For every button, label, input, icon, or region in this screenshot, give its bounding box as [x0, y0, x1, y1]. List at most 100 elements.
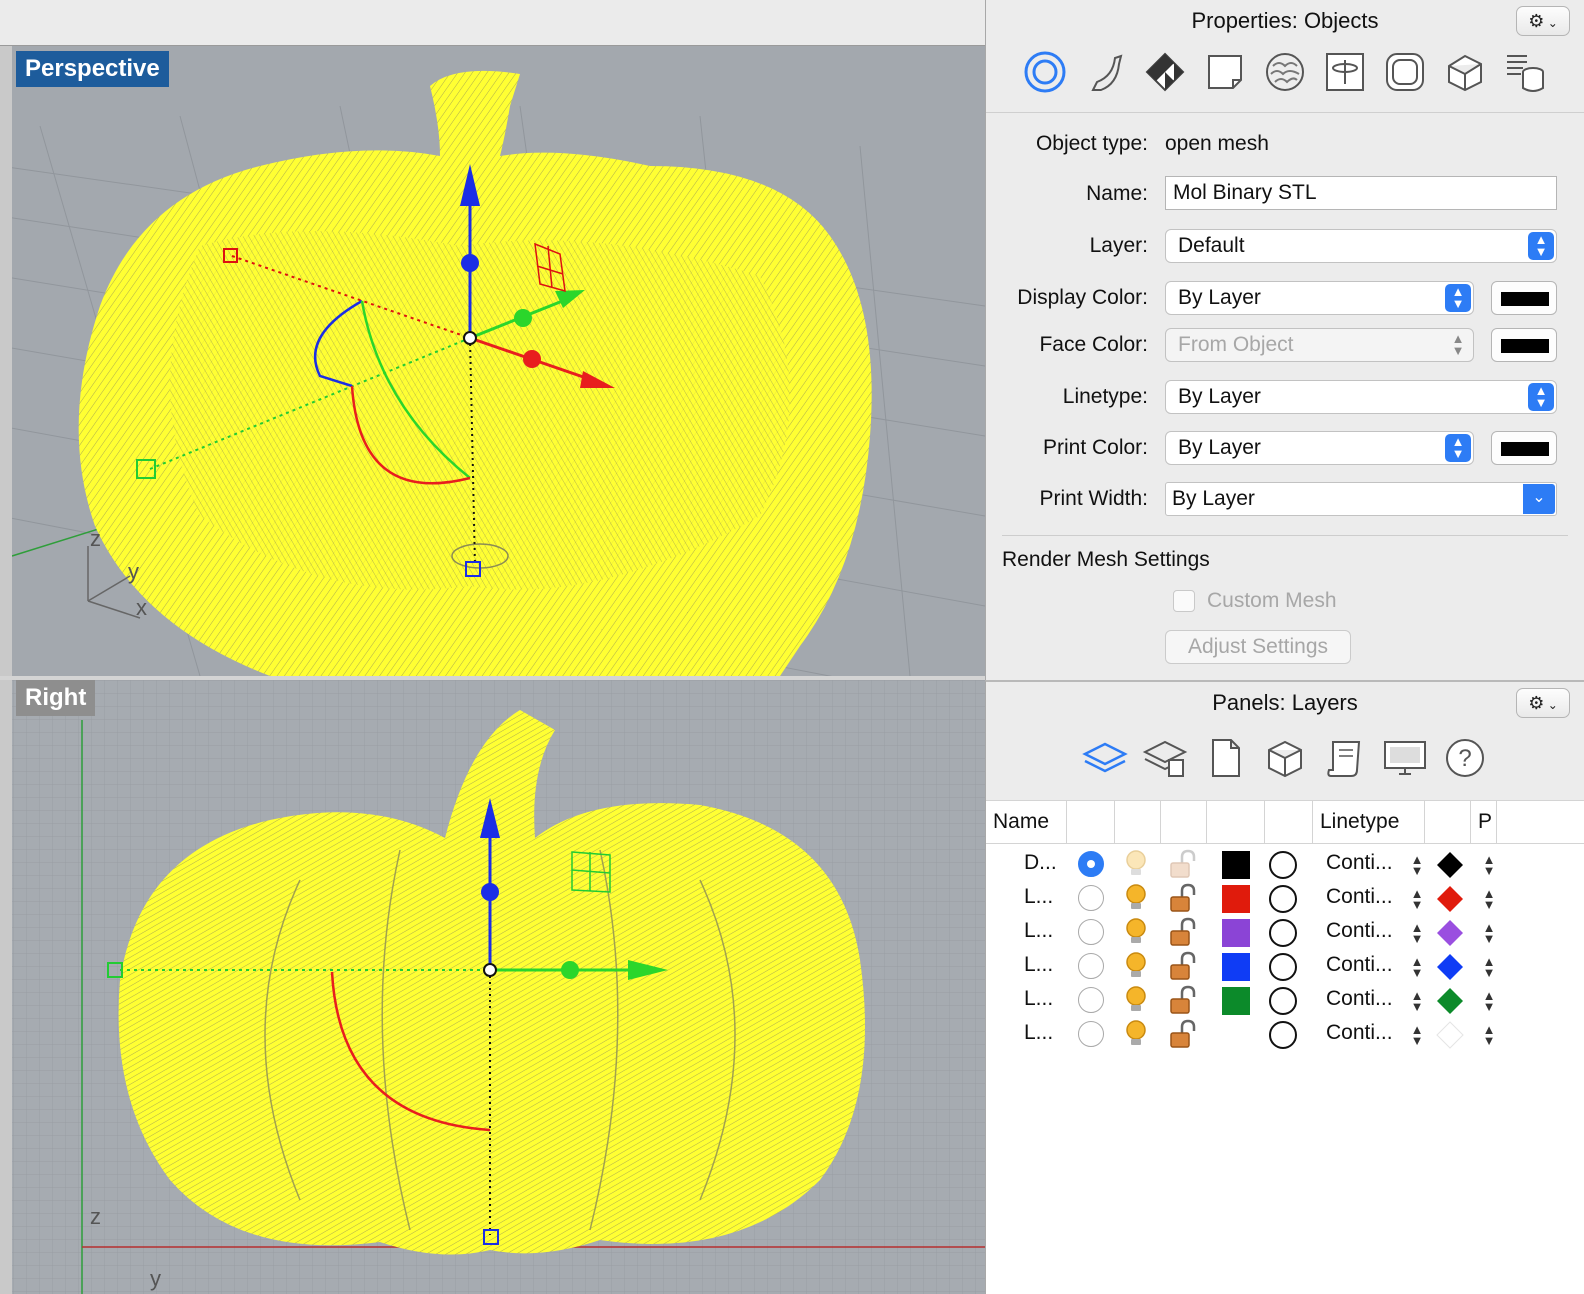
- column-header-color[interactable]: [1207, 801, 1265, 843]
- column-header-linetype[interactable]: Linetype: [1313, 801, 1425, 843]
- column-header-lock[interactable]: [1161, 801, 1207, 843]
- lock-icon[interactable]: [1168, 1019, 1196, 1049]
- perspective-viewport[interactable]: z y x Perspective: [0, 46, 985, 676]
- stepper-icon[interactable]: ▲ ▼: [1410, 920, 1424, 946]
- layer-name[interactable]: L...: [1024, 919, 1054, 942]
- layer-color-swatch[interactable]: [1222, 953, 1250, 981]
- lock-icon[interactable]: [1168, 883, 1196, 913]
- object-icon[interactable]: [1015, 44, 1075, 100]
- right-viewport-label[interactable]: Right: [16, 680, 96, 716]
- material-circle-icon[interactable]: [1269, 953, 1297, 981]
- layer-name[interactable]: L...: [1024, 987, 1054, 1010]
- perspective-canvas[interactable]: z y x: [0, 46, 985, 676]
- layer-name[interactable]: D...: [1024, 851, 1057, 874]
- lightbulb-icon[interactable]: [1122, 985, 1150, 1015]
- table-row[interactable]: D... Conti... ▲ ▼ ▲ ▼: [986, 848, 1584, 882]
- table-row[interactable]: L... Conti... ▲ ▼ ▲ ▼: [986, 950, 1584, 984]
- solid-icon[interactable]: [1435, 44, 1495, 100]
- layer-linetype[interactable]: Conti...: [1326, 1021, 1393, 1044]
- column-header-visible[interactable]: [1115, 801, 1161, 843]
- print-color-diamond-icon[interactable]: [1436, 987, 1464, 1015]
- stepper-icon[interactable]: ▲ ▼: [1482, 1022, 1496, 1048]
- layer-linetype[interactable]: Conti...: [1326, 987, 1393, 1010]
- adjust-settings-button[interactable]: Adjust Settings: [1165, 630, 1351, 664]
- column-header-print[interactable]: P: [1471, 801, 1497, 843]
- lock-icon[interactable]: [1168, 951, 1196, 981]
- right-canvas[interactable]: z y: [0, 680, 985, 1294]
- pumpkin-mesh-side[interactable]: [118, 710, 866, 1255]
- stepper-icon[interactable]: ▲ ▼: [1482, 954, 1496, 980]
- display-color-swatch[interactable]: [1491, 281, 1557, 315]
- print-color-diamond-icon[interactable]: [1436, 1021, 1464, 1049]
- stepper-icon[interactable]: ▲ ▼: [1410, 1022, 1424, 1048]
- scroll-icon[interactable]: [1315, 730, 1375, 786]
- lightbulb-icon[interactable]: [1122, 951, 1150, 981]
- print-width-combobox[interactable]: By Layer ⌄: [1165, 482, 1557, 516]
- lightbulb-icon[interactable]: [1122, 883, 1150, 913]
- layer-linetype[interactable]: Conti...: [1326, 885, 1393, 908]
- stepper-icon[interactable]: ▲ ▼: [1482, 920, 1496, 946]
- layer-states-icon[interactable]: [1135, 730, 1195, 786]
- layers-icon[interactable]: [1075, 730, 1135, 786]
- display-color-select[interactable]: By Layer ▲ ▼: [1165, 281, 1474, 315]
- print-color-diamond-icon[interactable]: [1436, 919, 1464, 947]
- stepper-icon[interactable]: ▲ ▼: [1482, 988, 1496, 1014]
- stepper-icon[interactable]: ▲ ▼: [1410, 988, 1424, 1014]
- layer-color-swatch[interactable]: [1222, 987, 1250, 1015]
- stepper-icon[interactable]: ▲ ▼: [1482, 852, 1496, 878]
- lock-icon[interactable]: [1168, 985, 1196, 1015]
- layers-gear-button[interactable]: ⚙ ⌄: [1516, 688, 1570, 718]
- linetype-select[interactable]: By Layer ▲ ▼: [1165, 380, 1557, 414]
- current-layer-radio[interactable]: [1078, 953, 1104, 979]
- layer-color-swatch[interactable]: [1222, 851, 1250, 879]
- stepper-icon[interactable]: ▲ ▼: [1482, 886, 1496, 912]
- properties-gear-button[interactable]: ⚙ ⌄: [1516, 6, 1570, 36]
- page-icon[interactable]: [1195, 44, 1255, 100]
- lock-icon[interactable]: [1168, 849, 1196, 879]
- gumball-widget[interactable]: [136, 164, 615, 577]
- layer-select[interactable]: Default ▲ ▼: [1165, 229, 1557, 263]
- column-header-current[interactable]: [1067, 801, 1115, 843]
- viewport-splitter[interactable]: [0, 676, 985, 680]
- lightbulb-icon[interactable]: [1122, 849, 1150, 879]
- layer-color-swatch[interactable]: [1222, 1021, 1250, 1049]
- gumball-widget-side[interactable]: [107, 798, 668, 1245]
- layer-linetype[interactable]: Conti...: [1326, 919, 1393, 942]
- material-circle-icon[interactable]: [1269, 885, 1297, 913]
- print-color-select[interactable]: By Layer ▲ ▼: [1165, 431, 1474, 465]
- pumpkin-mesh[interactable]: [78, 70, 872, 676]
- database-icon[interactable]: [1495, 44, 1555, 100]
- column-header-material[interactable]: [1265, 801, 1313, 843]
- current-layer-radio[interactable]: [1078, 919, 1104, 945]
- table-row[interactable]: L... Conti... ▲ ▼ ▲ ▼: [986, 1018, 1584, 1052]
- lock-icon[interactable]: [1168, 917, 1196, 947]
- column-header-name[interactable]: Name: [986, 801, 1067, 843]
- table-row[interactable]: L... Conti... ▲ ▼ ▲ ▼: [986, 916, 1584, 950]
- layer-color-swatch[interactable]: [1222, 885, 1250, 913]
- current-layer-radio[interactable]: [1078, 1021, 1104, 1047]
- print-color-diamond-icon[interactable]: [1436, 851, 1464, 879]
- material-circle-icon[interactable]: [1269, 1021, 1297, 1049]
- perspective-viewport-label[interactable]: Perspective: [16, 51, 169, 87]
- help-icon[interactable]: ?: [1435, 730, 1495, 786]
- name-field[interactable]: Mol Binary STL: [1165, 176, 1557, 210]
- curve-icon[interactable]: [1075, 44, 1135, 100]
- current-layer-radio[interactable]: [1078, 885, 1104, 911]
- layer-name[interactable]: L...: [1024, 953, 1054, 976]
- print-color-diamond-icon[interactable]: [1436, 953, 1464, 981]
- column-header-print-color[interactable]: [1425, 801, 1471, 843]
- material-circle-icon[interactable]: [1269, 851, 1297, 879]
- stepper-icon[interactable]: ▲ ▼: [1410, 852, 1424, 878]
- stepper-icon[interactable]: ▲ ▼: [1410, 886, 1424, 912]
- material-circle-icon[interactable]: [1269, 987, 1297, 1015]
- table-row[interactable]: L... Conti... ▲ ▼ ▲ ▼: [986, 984, 1584, 1018]
- layer-linetype[interactable]: Conti...: [1326, 953, 1393, 976]
- current-layer-radio[interactable]: [1078, 987, 1104, 1013]
- texture-icon[interactable]: [1255, 44, 1315, 100]
- print-color-swatch[interactable]: [1491, 431, 1557, 465]
- layer-color-swatch[interactable]: [1222, 919, 1250, 947]
- material-icon[interactable]: [1135, 44, 1195, 100]
- material-circle-icon[interactable]: [1269, 919, 1297, 947]
- shape-icon[interactable]: [1375, 44, 1435, 100]
- stepper-icon[interactable]: ▲ ▼: [1410, 954, 1424, 980]
